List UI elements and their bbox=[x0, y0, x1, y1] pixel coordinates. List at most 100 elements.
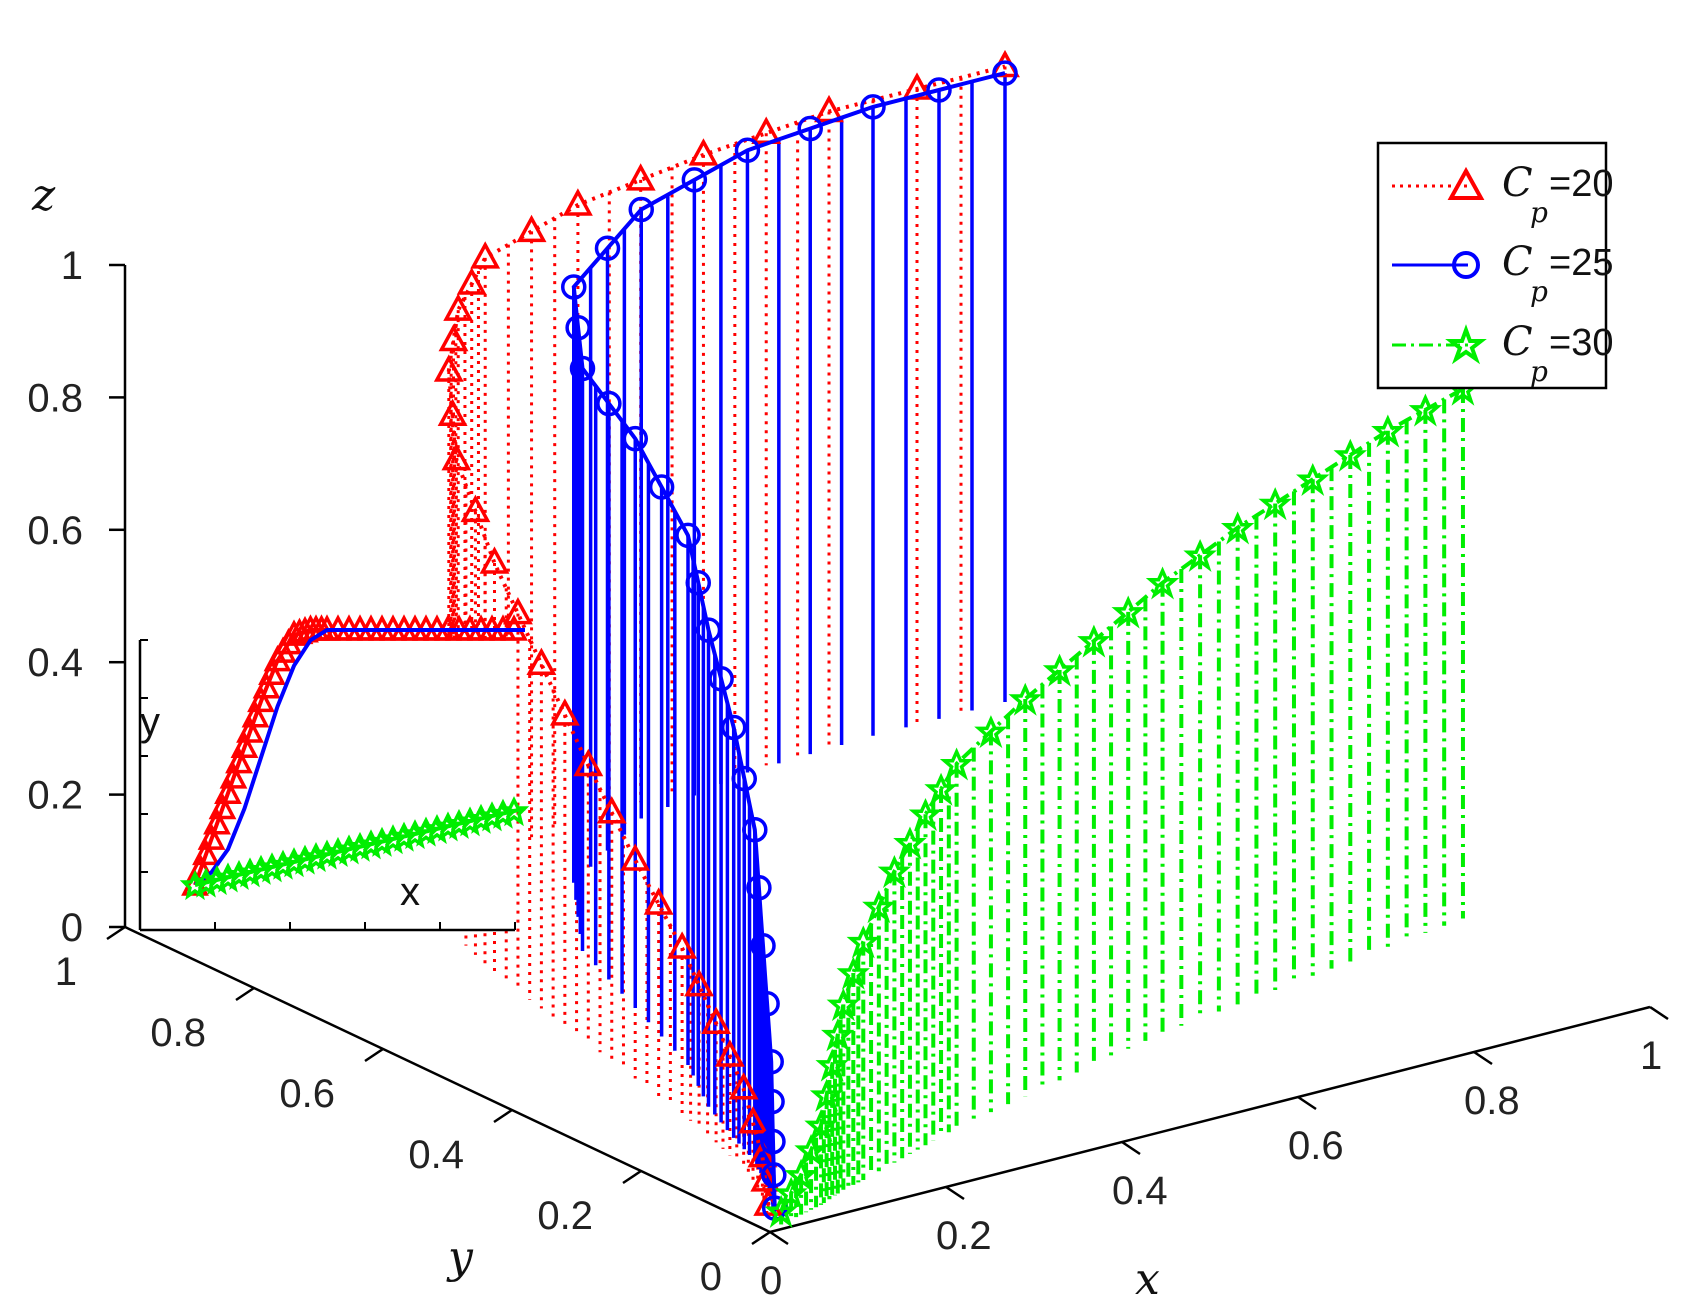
x-tick-mark bbox=[1121, 1140, 1141, 1156]
z-tick-label: 0.8 bbox=[27, 376, 83, 420]
series-lines bbox=[433, 49, 1480, 1228]
triangle-marker bbox=[516, 214, 547, 243]
z-tick-label: 0.2 bbox=[27, 774, 83, 818]
inset-star-marker bbox=[322, 836, 354, 868]
inset-star-marker bbox=[201, 864, 233, 896]
star-marker bbox=[784, 1158, 818, 1192]
inset-triangle-marker bbox=[214, 777, 242, 804]
triangle-marker bbox=[684, 968, 715, 997]
circle-marker bbox=[760, 1128, 786, 1155]
legend-subscript-cp20: p bbox=[1530, 196, 1548, 229]
legend-subscript-cp25: p bbox=[1530, 275, 1548, 308]
inset-star-marker bbox=[333, 834, 365, 865]
triangle-marker bbox=[596, 796, 627, 824]
triangle-marker bbox=[549, 698, 580, 726]
inset-star-marker bbox=[498, 796, 530, 827]
star-marker bbox=[862, 890, 896, 924]
circle-marker bbox=[685, 570, 711, 596]
inset-star-marker bbox=[212, 862, 244, 893]
y-tick-mark bbox=[364, 1047, 384, 1063]
inset-star-marker bbox=[443, 808, 475, 839]
star-marker bbox=[974, 715, 1008, 749]
star-marker bbox=[1042, 653, 1077, 687]
inset-star-marker bbox=[399, 819, 431, 850]
inset-y-label: y bbox=[140, 700, 160, 744]
triangle-marker bbox=[526, 647, 557, 676]
star-marker bbox=[1408, 393, 1443, 427]
tick-labels: 00.20.40.60.8100.20.40.60.8100.20.40.60.… bbox=[27, 244, 1662, 1303]
circle-marker bbox=[992, 60, 1018, 86]
star-marker bbox=[836, 956, 871, 990]
inset-star-marker bbox=[432, 811, 464, 842]
circle-marker bbox=[569, 355, 596, 382]
tick-marks bbox=[106, 263, 1669, 1246]
inset-star-marker bbox=[256, 852, 288, 883]
circle-marker bbox=[675, 522, 701, 549]
triangle-marker bbox=[443, 293, 474, 321]
star-marker bbox=[1220, 511, 1255, 545]
y-tick-mark bbox=[235, 986, 255, 1002]
inset-star-marker bbox=[454, 806, 486, 837]
inset-star-marker bbox=[487, 798, 519, 829]
inset-triangle-marker bbox=[219, 762, 248, 789]
x-tick-mark bbox=[945, 1185, 965, 1201]
inset-triangle-marker bbox=[208, 792, 237, 820]
y-tick-label: 0 bbox=[700, 1255, 722, 1299]
star-marker bbox=[1111, 595, 1145, 629]
z-tick-label: 1 bbox=[61, 244, 83, 288]
triangle-marker bbox=[714, 1039, 745, 1067]
inset-star-marker bbox=[300, 842, 332, 873]
z-axis-title: z bbox=[31, 170, 56, 221]
y-tick-mark bbox=[493, 1108, 513, 1124]
star-marker bbox=[846, 925, 881, 959]
legend-entry-cp20: C p =20 bbox=[1392, 160, 1613, 229]
inset-triangle-marker bbox=[241, 700, 270, 728]
triangle-marker bbox=[643, 887, 674, 915]
inset-star-marker bbox=[388, 821, 420, 852]
triangle-marker bbox=[456, 267, 487, 295]
x-tick-label: 0.2 bbox=[936, 1214, 992, 1258]
legend-triangle-marker bbox=[1447, 166, 1485, 200]
inset-triangle-marker bbox=[230, 731, 259, 759]
y-tick-label: 1 bbox=[55, 950, 77, 994]
legend: C p =20 C p =25 C p =30 bbox=[1376, 141, 1613, 390]
inset-star-marker bbox=[421, 813, 453, 845]
circle-marker bbox=[695, 617, 722, 643]
y-tick-label: 0.2 bbox=[537, 1194, 593, 1238]
star-marker bbox=[924, 772, 958, 806]
circle-marker bbox=[708, 666, 734, 692]
star-marker bbox=[939, 747, 974, 781]
star-marker bbox=[1077, 624, 1111, 658]
triangle-marker bbox=[902, 72, 932, 100]
circle-marker bbox=[720, 714, 747, 741]
legend-entry-cp30: C p =30 bbox=[1392, 319, 1613, 388]
series-top-curve bbox=[571, 71, 1006, 1209]
inset-triangle-marker bbox=[203, 808, 231, 835]
x-tick-mark bbox=[1649, 1005, 1669, 1021]
x-tick-mark bbox=[769, 1230, 789, 1246]
circle-marker bbox=[742, 816, 768, 843]
legend-circle-marker bbox=[1452, 251, 1480, 279]
inset-star-marker bbox=[311, 839, 343, 870]
inset-triangle-marker bbox=[192, 838, 220, 866]
inset-triangle-marker bbox=[252, 672, 281, 699]
y-tick-mark bbox=[622, 1169, 642, 1185]
z-tick-label: 0.6 bbox=[27, 509, 83, 553]
circle-marker bbox=[561, 274, 587, 300]
star-marker bbox=[1333, 438, 1368, 472]
y-tick-label: 0.4 bbox=[408, 1133, 464, 1177]
series-top-curve bbox=[779, 387, 1464, 1213]
circle-marker bbox=[681, 167, 708, 193]
inset-star-marker bbox=[179, 870, 211, 901]
star-marker bbox=[1008, 682, 1042, 716]
inset-star-marker bbox=[476, 801, 508, 832]
circle-marker bbox=[628, 196, 654, 223]
star-marker bbox=[1183, 538, 1217, 573]
y-tick-label: 0.6 bbox=[279, 1072, 335, 1116]
legend-value-cp20: =20 bbox=[1549, 163, 1613, 205]
circle-marker bbox=[734, 137, 761, 164]
legend-symbol-cp30: C bbox=[1502, 319, 1533, 365]
circle-marker bbox=[761, 1162, 787, 1188]
y-axis-line bbox=[124, 925, 771, 1234]
